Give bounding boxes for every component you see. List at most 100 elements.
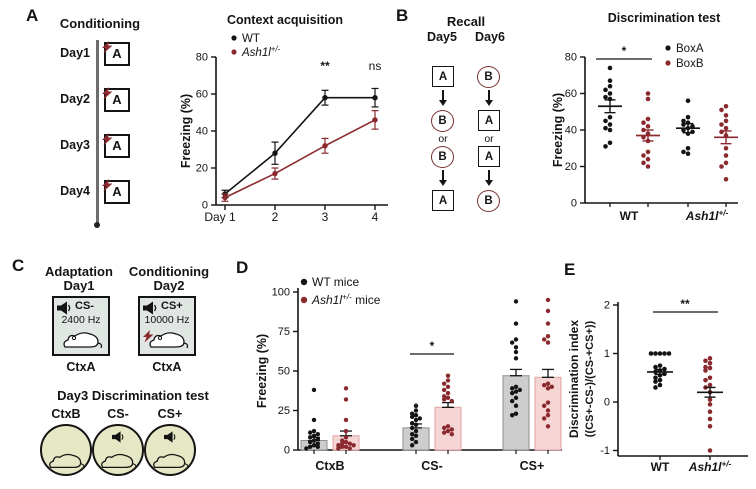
- cs-plus-label: CS+: [161, 300, 183, 312]
- data-point: [645, 164, 651, 169]
- recall-step-square: A: [432, 66, 454, 87]
- y-tick-label: 0: [202, 200, 208, 212]
- mouse-icon: [101, 453, 137, 469]
- context-a-box-day1: A: [102, 41, 130, 66]
- data-point: [343, 435, 349, 440]
- data-point: [703, 364, 708, 370]
- data-point: [607, 140, 613, 146]
- y-tick-label: 50: [278, 366, 290, 378]
- group-label: Ash1l+/-: [688, 460, 732, 475]
- data-point: [513, 356, 519, 361]
- data-point: [545, 413, 551, 418]
- data-point: [222, 194, 228, 201]
- data-point: [322, 95, 328, 101]
- data-point: [307, 435, 313, 440]
- x-tick-label: CS+: [520, 459, 545, 473]
- ctxa-label-1: CtxA: [66, 360, 96, 374]
- y-axis-label: Freezing (%): [552, 93, 565, 167]
- data-point: [719, 107, 724, 113]
- data-point: [409, 414, 415, 420]
- step-letter: A: [438, 194, 448, 207]
- data-point: [513, 384, 519, 389]
- data-point: [315, 436, 321, 442]
- data-point: [645, 149, 651, 155]
- data-point: [445, 395, 451, 401]
- ctxb-circle-label: CtxB: [51, 407, 81, 421]
- data-point: [513, 411, 519, 416]
- data-point: [409, 420, 415, 426]
- data-point: [653, 351, 658, 356]
- data-point: [449, 432, 455, 437]
- data-point: [545, 400, 551, 405]
- x-tick-label: 2: [272, 210, 279, 224]
- data-point: [409, 411, 415, 416]
- y-axis-label-2: ((CS+-CS-)/(CS-+CS+)): [584, 320, 596, 437]
- data-point: [545, 297, 551, 303]
- panel-c-label: C: [12, 256, 25, 275]
- y-tick-label: 40: [565, 125, 577, 137]
- series-line: [224, 119, 376, 199]
- or-label: or: [484, 133, 494, 145]
- y-tick-label: 20: [565, 161, 577, 173]
- data-point: [681, 118, 686, 124]
- data-point: [707, 360, 713, 366]
- data-point: [707, 402, 713, 407]
- data-point: [445, 378, 451, 383]
- data-point: [703, 377, 708, 383]
- data-point: [311, 443, 317, 448]
- context-letter: A: [112, 184, 122, 199]
- test-circle-ctxb: [40, 424, 92, 476]
- data-point: [372, 117, 378, 123]
- group-label: Ash1l+/-: [685, 209, 729, 224]
- data-point: [441, 387, 447, 393]
- test-circle-cs-minus: [92, 424, 144, 476]
- mouse-icon: [149, 332, 189, 349]
- mouse-icon: [63, 332, 103, 349]
- data-point: [607, 122, 613, 127]
- timeline: [96, 40, 99, 224]
- data-point: [645, 91, 651, 96]
- cs-minus-label: CS-: [75, 300, 94, 312]
- data-point: [549, 384, 555, 389]
- data-point: [685, 98, 691, 104]
- day-label-3: Day3: [60, 138, 90, 152]
- data-point: [441, 394, 447, 399]
- data-point: [413, 413, 419, 418]
- data-point: [607, 83, 613, 89]
- significance: ns: [369, 59, 382, 73]
- legend-label: Ash1l+/- mice: [311, 293, 381, 308]
- data-point: [509, 413, 515, 418]
- day-label-2: Day2: [60, 92, 90, 106]
- y-tick-label: 80: [565, 52, 577, 64]
- data-point: [641, 153, 646, 158]
- panel-b-label: B: [396, 6, 409, 25]
- panel-d-label: D: [236, 258, 249, 277]
- data-point: [641, 160, 646, 166]
- data-point: [339, 444, 345, 450]
- data-point: [413, 439, 419, 445]
- data-point: [409, 436, 415, 442]
- freq-label: 10000 Hz: [144, 314, 190, 326]
- data-point: [545, 386, 551, 391]
- data-point: [311, 438, 317, 443]
- data-point: [343, 397, 349, 402]
- legend-label: Ash1l+/-: [241, 45, 281, 60]
- data-point: [413, 417, 419, 423]
- data-point: [641, 120, 646, 125]
- data-point: [347, 446, 353, 451]
- data-point: [545, 308, 551, 314]
- legend-marker: [665, 60, 671, 66]
- data-point: [657, 382, 663, 388]
- data-point: [509, 398, 515, 404]
- bar: [434, 406, 462, 451]
- data-point: [517, 387, 523, 393]
- data-point: [603, 87, 608, 93]
- data-point: [707, 423, 713, 429]
- significance: **: [680, 297, 690, 311]
- chart-title: Discrimination test: [608, 11, 721, 25]
- data-point: [645, 96, 651, 102]
- data-point: [603, 118, 608, 124]
- freq-label: 2400 Hz: [61, 314, 101, 326]
- data-point: [441, 381, 447, 386]
- data-point: [723, 153, 729, 158]
